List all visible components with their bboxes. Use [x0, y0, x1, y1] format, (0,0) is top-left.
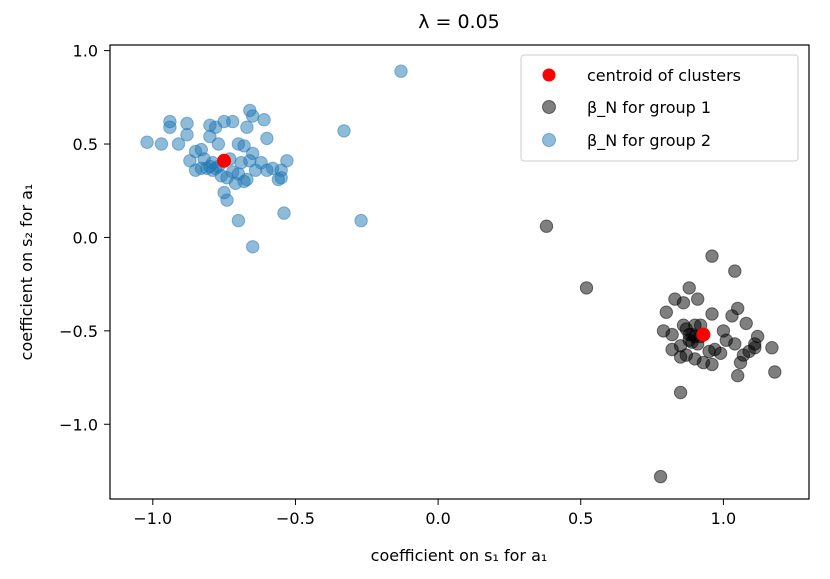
- data-point: [246, 240, 260, 254]
- y-tick-label: −0.5: [59, 322, 98, 341]
- data-point: [248, 163, 263, 177]
- data-point: [705, 249, 719, 263]
- y-tick-label: −1.0: [59, 415, 98, 434]
- data-point: [260, 131, 274, 146]
- series-centroids: [217, 153, 711, 342]
- x-tick-label: 0.0: [425, 509, 450, 528]
- data-point: [733, 355, 748, 370]
- x-tick-label: 0.5: [568, 509, 593, 528]
- series-group-2: [140, 64, 408, 254]
- data-point: [237, 139, 251, 153]
- y-tick-label: 0.5: [73, 135, 98, 154]
- data-point: [705, 357, 719, 372]
- y-tick-label: 0.0: [73, 228, 98, 247]
- x-axis: −1.0 −0.5 0.0 0.5 1.0: [133, 499, 736, 528]
- data-point: [257, 113, 271, 127]
- legend: centroid of clusters β_N for group 1 β_N…: [520, 54, 799, 162]
- data-point: [228, 176, 243, 191]
- data-point: [280, 154, 294, 168]
- legend-label-centroid: centroid of clusters: [587, 66, 741, 85]
- data-point: [180, 128, 194, 142]
- data-point: [277, 206, 291, 220]
- x-axis-title: coefficient on s₁ for a₁: [371, 546, 548, 565]
- y-axis-title: coefficient on s₂ for a₁: [17, 184, 36, 361]
- data-point: [231, 213, 246, 228]
- chart-title: λ = 0.05: [418, 11, 500, 33]
- data-point: [203, 159, 217, 174]
- x-tick-label: 1.0: [711, 509, 736, 528]
- data-point: [271, 172, 285, 187]
- data-point: [728, 337, 742, 351]
- data-point: [203, 118, 217, 133]
- data-point: [246, 109, 260, 123]
- legend-marker-centroid: [542, 68, 556, 82]
- data-point: [748, 341, 762, 355]
- data-point: [154, 137, 169, 151]
- data-point: [705, 307, 719, 321]
- data-point: [579, 281, 594, 295]
- data-point: [691, 292, 705, 306]
- centroid-point: [217, 153, 232, 168]
- points-layer: [140, 64, 782, 484]
- data-point: [260, 163, 274, 177]
- data-point: [739, 316, 753, 331]
- data-point: [653, 469, 668, 484]
- data-point: [203, 129, 217, 144]
- data-point: [716, 324, 731, 338]
- data-point: [220, 193, 234, 207]
- data-point: [768, 365, 782, 379]
- legend-frame: [520, 54, 799, 162]
- x-tick-label: −1.0: [133, 509, 172, 528]
- data-point: [665, 327, 679, 342]
- data-point: [676, 296, 691, 310]
- data-point: [765, 341, 779, 355]
- data-point: [659, 305, 673, 319]
- data-point: [665, 342, 679, 357]
- legend-label-group-2: β_N for group 2: [587, 131, 711, 151]
- data-point: [211, 137, 226, 151]
- legend-marker-group-2: [542, 133, 556, 147]
- data-point: [394, 64, 408, 78]
- data-point: [163, 120, 177, 134]
- centroid-point: [696, 327, 711, 342]
- plot-frame: [109, 44, 810, 500]
- data-point: [673, 385, 688, 400]
- data-point: [171, 137, 186, 151]
- data-point: [539, 219, 554, 233]
- y-tick-label: 1.0: [73, 42, 98, 61]
- legend-marker-group-1: [542, 100, 556, 114]
- data-point: [140, 135, 154, 149]
- series-group-1: [539, 219, 782, 484]
- data-point: [682, 281, 696, 295]
- data-point: [240, 120, 254, 134]
- x-tick-label: −0.5: [276, 509, 315, 528]
- y-axis: 1.0 0.5 0.0 −0.5 −1.0: [59, 42, 110, 434]
- data-point: [725, 309, 739, 323]
- data-point: [676, 318, 691, 332]
- data-point: [728, 264, 742, 278]
- data-point: [354, 213, 368, 228]
- data-point: [731, 369, 745, 383]
- data-point: [180, 116, 194, 131]
- legend-label-group-1: β_N for group 1: [587, 98, 711, 118]
- data-point: [337, 124, 351, 138]
- data-point: [713, 346, 728, 360]
